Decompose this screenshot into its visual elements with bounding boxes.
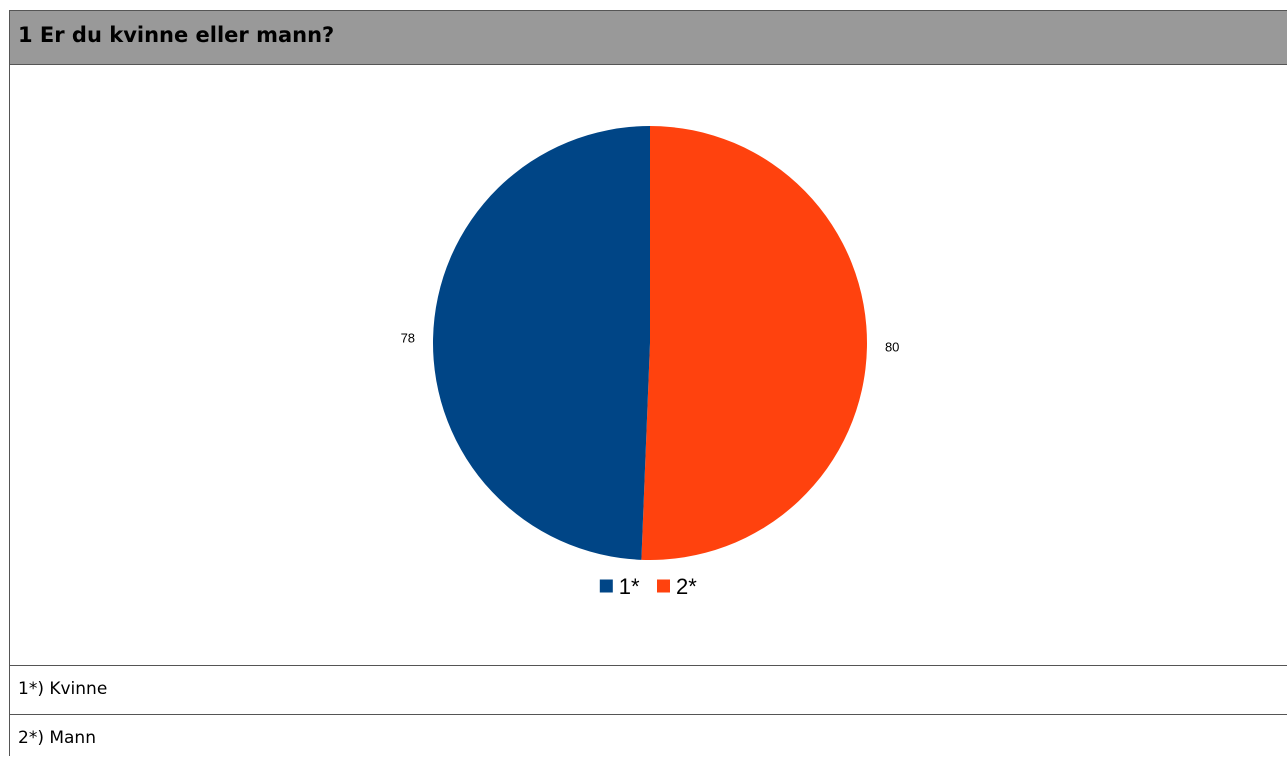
legend-label-1: 1*	[619, 574, 640, 599]
footnote-row-1: 1*) Kvinne	[10, 666, 1287, 715]
chart-area: 80 78 1* 2*	[10, 65, 1287, 666]
legend-label-2: 2*	[676, 574, 697, 599]
footnote-text: 1*) Kvinne	[18, 679, 108, 699]
footnote-row-2: 2*) Mann	[10, 715, 1287, 764]
pie-data-label-2: 80	[885, 340, 899, 355]
pie-data-label-1: 78	[401, 330, 415, 345]
pie-slice-2	[641, 126, 867, 560]
question-title: 1 Er du kvinne eller mann?	[18, 23, 335, 47]
pie-legend: 1* 2*	[599, 574, 697, 599]
question-panel: 1 Er du kvinne eller mann? 80 78 1* 2* 1*)…	[9, 10, 1287, 756]
legend-swatch-1	[599, 579, 613, 593]
pie-chart: 80 78 1* 2*	[401, 126, 900, 599]
question-header: 1 Er du kvinne eller mann?	[10, 11, 1287, 65]
pie-slice-1	[432, 126, 650, 560]
pie-slices	[432, 126, 867, 560]
footnote-text: 2*) Mann	[18, 728, 96, 748]
legend-swatch-2	[657, 579, 670, 593]
pie-data-labels: 80 78	[401, 330, 900, 354]
